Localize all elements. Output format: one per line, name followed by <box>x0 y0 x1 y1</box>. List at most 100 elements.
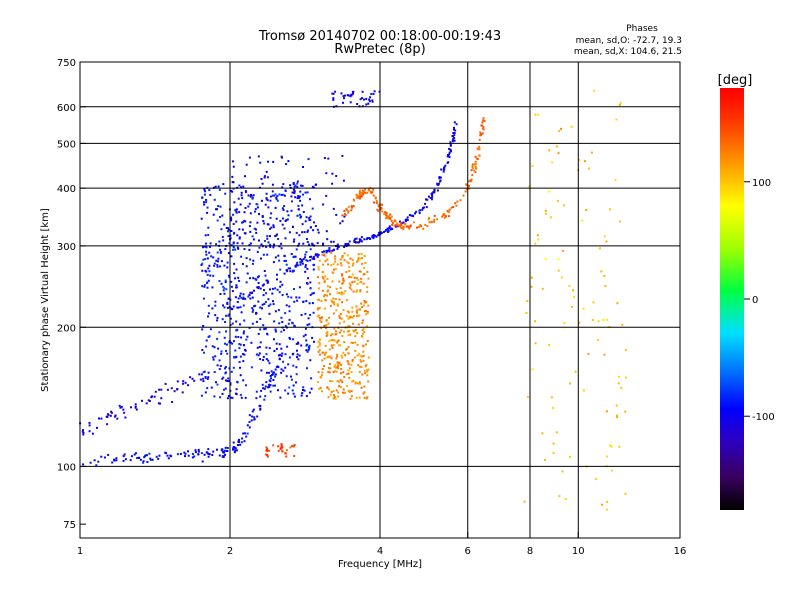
data-point <box>361 189 364 192</box>
data-point <box>340 329 343 332</box>
data-point <box>237 336 240 338</box>
data-point <box>204 245 206 248</box>
data-point <box>563 322 566 324</box>
data-point <box>213 371 216 373</box>
data-point <box>331 280 334 283</box>
data-point <box>345 314 348 317</box>
data-point <box>256 286 259 289</box>
data-point <box>207 452 210 455</box>
data-point <box>200 394 203 397</box>
data-point <box>354 349 357 352</box>
data-point <box>272 373 275 376</box>
data-point <box>229 341 232 344</box>
data-point <box>431 194 434 197</box>
data-point <box>269 384 272 387</box>
data-point <box>206 451 209 454</box>
data-point <box>361 257 364 260</box>
data-point <box>422 207 425 209</box>
data-point <box>268 449 270 452</box>
data-point <box>106 413 109 416</box>
data-point <box>276 288 279 291</box>
data-point <box>182 382 185 385</box>
data-point <box>88 421 91 424</box>
data-point <box>287 322 290 325</box>
data-point <box>356 277 358 280</box>
data-point <box>243 319 246 322</box>
data-point <box>365 343 367 346</box>
data-point <box>204 376 207 379</box>
data-point <box>316 276 319 279</box>
data-point <box>342 292 345 295</box>
data-point <box>238 237 241 240</box>
data-point <box>124 416 127 419</box>
data-point <box>371 234 374 237</box>
data-point <box>238 228 241 231</box>
x-tick-label: 1 <box>77 546 83 557</box>
data-point <box>263 175 266 178</box>
data-point <box>194 451 197 454</box>
data-point <box>416 226 418 229</box>
data-point <box>345 208 348 211</box>
data-point <box>420 225 423 228</box>
data-point <box>293 455 296 457</box>
data-point <box>261 182 264 185</box>
data-point <box>462 194 465 197</box>
data-point <box>604 284 607 287</box>
data-point <box>283 205 286 207</box>
data-point <box>381 203 383 206</box>
data-point <box>236 246 239 249</box>
data-point <box>248 248 251 251</box>
data-point <box>318 287 320 290</box>
data-point <box>374 234 377 237</box>
x-tick-label: 8 <box>527 546 533 557</box>
data-point <box>224 366 227 368</box>
data-point <box>277 254 280 257</box>
data-point <box>240 255 243 258</box>
data-point <box>536 234 539 237</box>
data-point <box>292 269 295 272</box>
data-point <box>615 404 618 407</box>
data-point <box>265 371 268 374</box>
data-point <box>210 386 213 389</box>
data-point <box>297 195 300 198</box>
data-point <box>225 288 228 291</box>
data-point <box>444 164 447 167</box>
data-point <box>605 455 608 458</box>
x-tick-label: 2 <box>227 546 233 557</box>
data-point <box>364 262 367 264</box>
data-point <box>249 258 252 261</box>
data-point <box>293 288 295 290</box>
data-point <box>294 255 297 258</box>
data-point <box>203 193 206 196</box>
data-point <box>93 459 96 462</box>
data-point <box>97 460 100 463</box>
data-point <box>201 285 204 288</box>
data-point <box>250 341 253 344</box>
data-point <box>332 390 335 392</box>
data-point <box>404 223 407 225</box>
data-point <box>359 289 362 292</box>
data-point <box>223 292 226 295</box>
data-point <box>218 240 221 243</box>
data-point <box>356 259 359 262</box>
data-point <box>297 358 300 361</box>
chart-title-line2: RwPretec (8p) <box>334 42 425 57</box>
data-point <box>222 304 224 307</box>
data-point <box>130 406 132 409</box>
data-point <box>339 386 342 389</box>
data-point <box>202 371 205 374</box>
data-point <box>267 206 270 209</box>
data-point <box>265 353 268 356</box>
data-point <box>230 308 233 311</box>
y-tick-label: 750 <box>57 58 76 69</box>
data-point <box>215 243 218 246</box>
data-point <box>91 432 94 435</box>
data-point <box>526 396 529 398</box>
data-point <box>298 354 301 357</box>
data-point <box>249 230 252 233</box>
data-point <box>426 225 429 228</box>
data-point <box>428 221 431 224</box>
data-point <box>230 280 233 283</box>
data-point <box>433 218 436 221</box>
data-point <box>331 380 334 383</box>
